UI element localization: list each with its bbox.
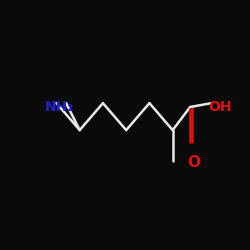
Text: NH₂: NH₂ [45,100,74,114]
Text: OH: OH [208,100,232,114]
Text: O: O [188,155,200,170]
